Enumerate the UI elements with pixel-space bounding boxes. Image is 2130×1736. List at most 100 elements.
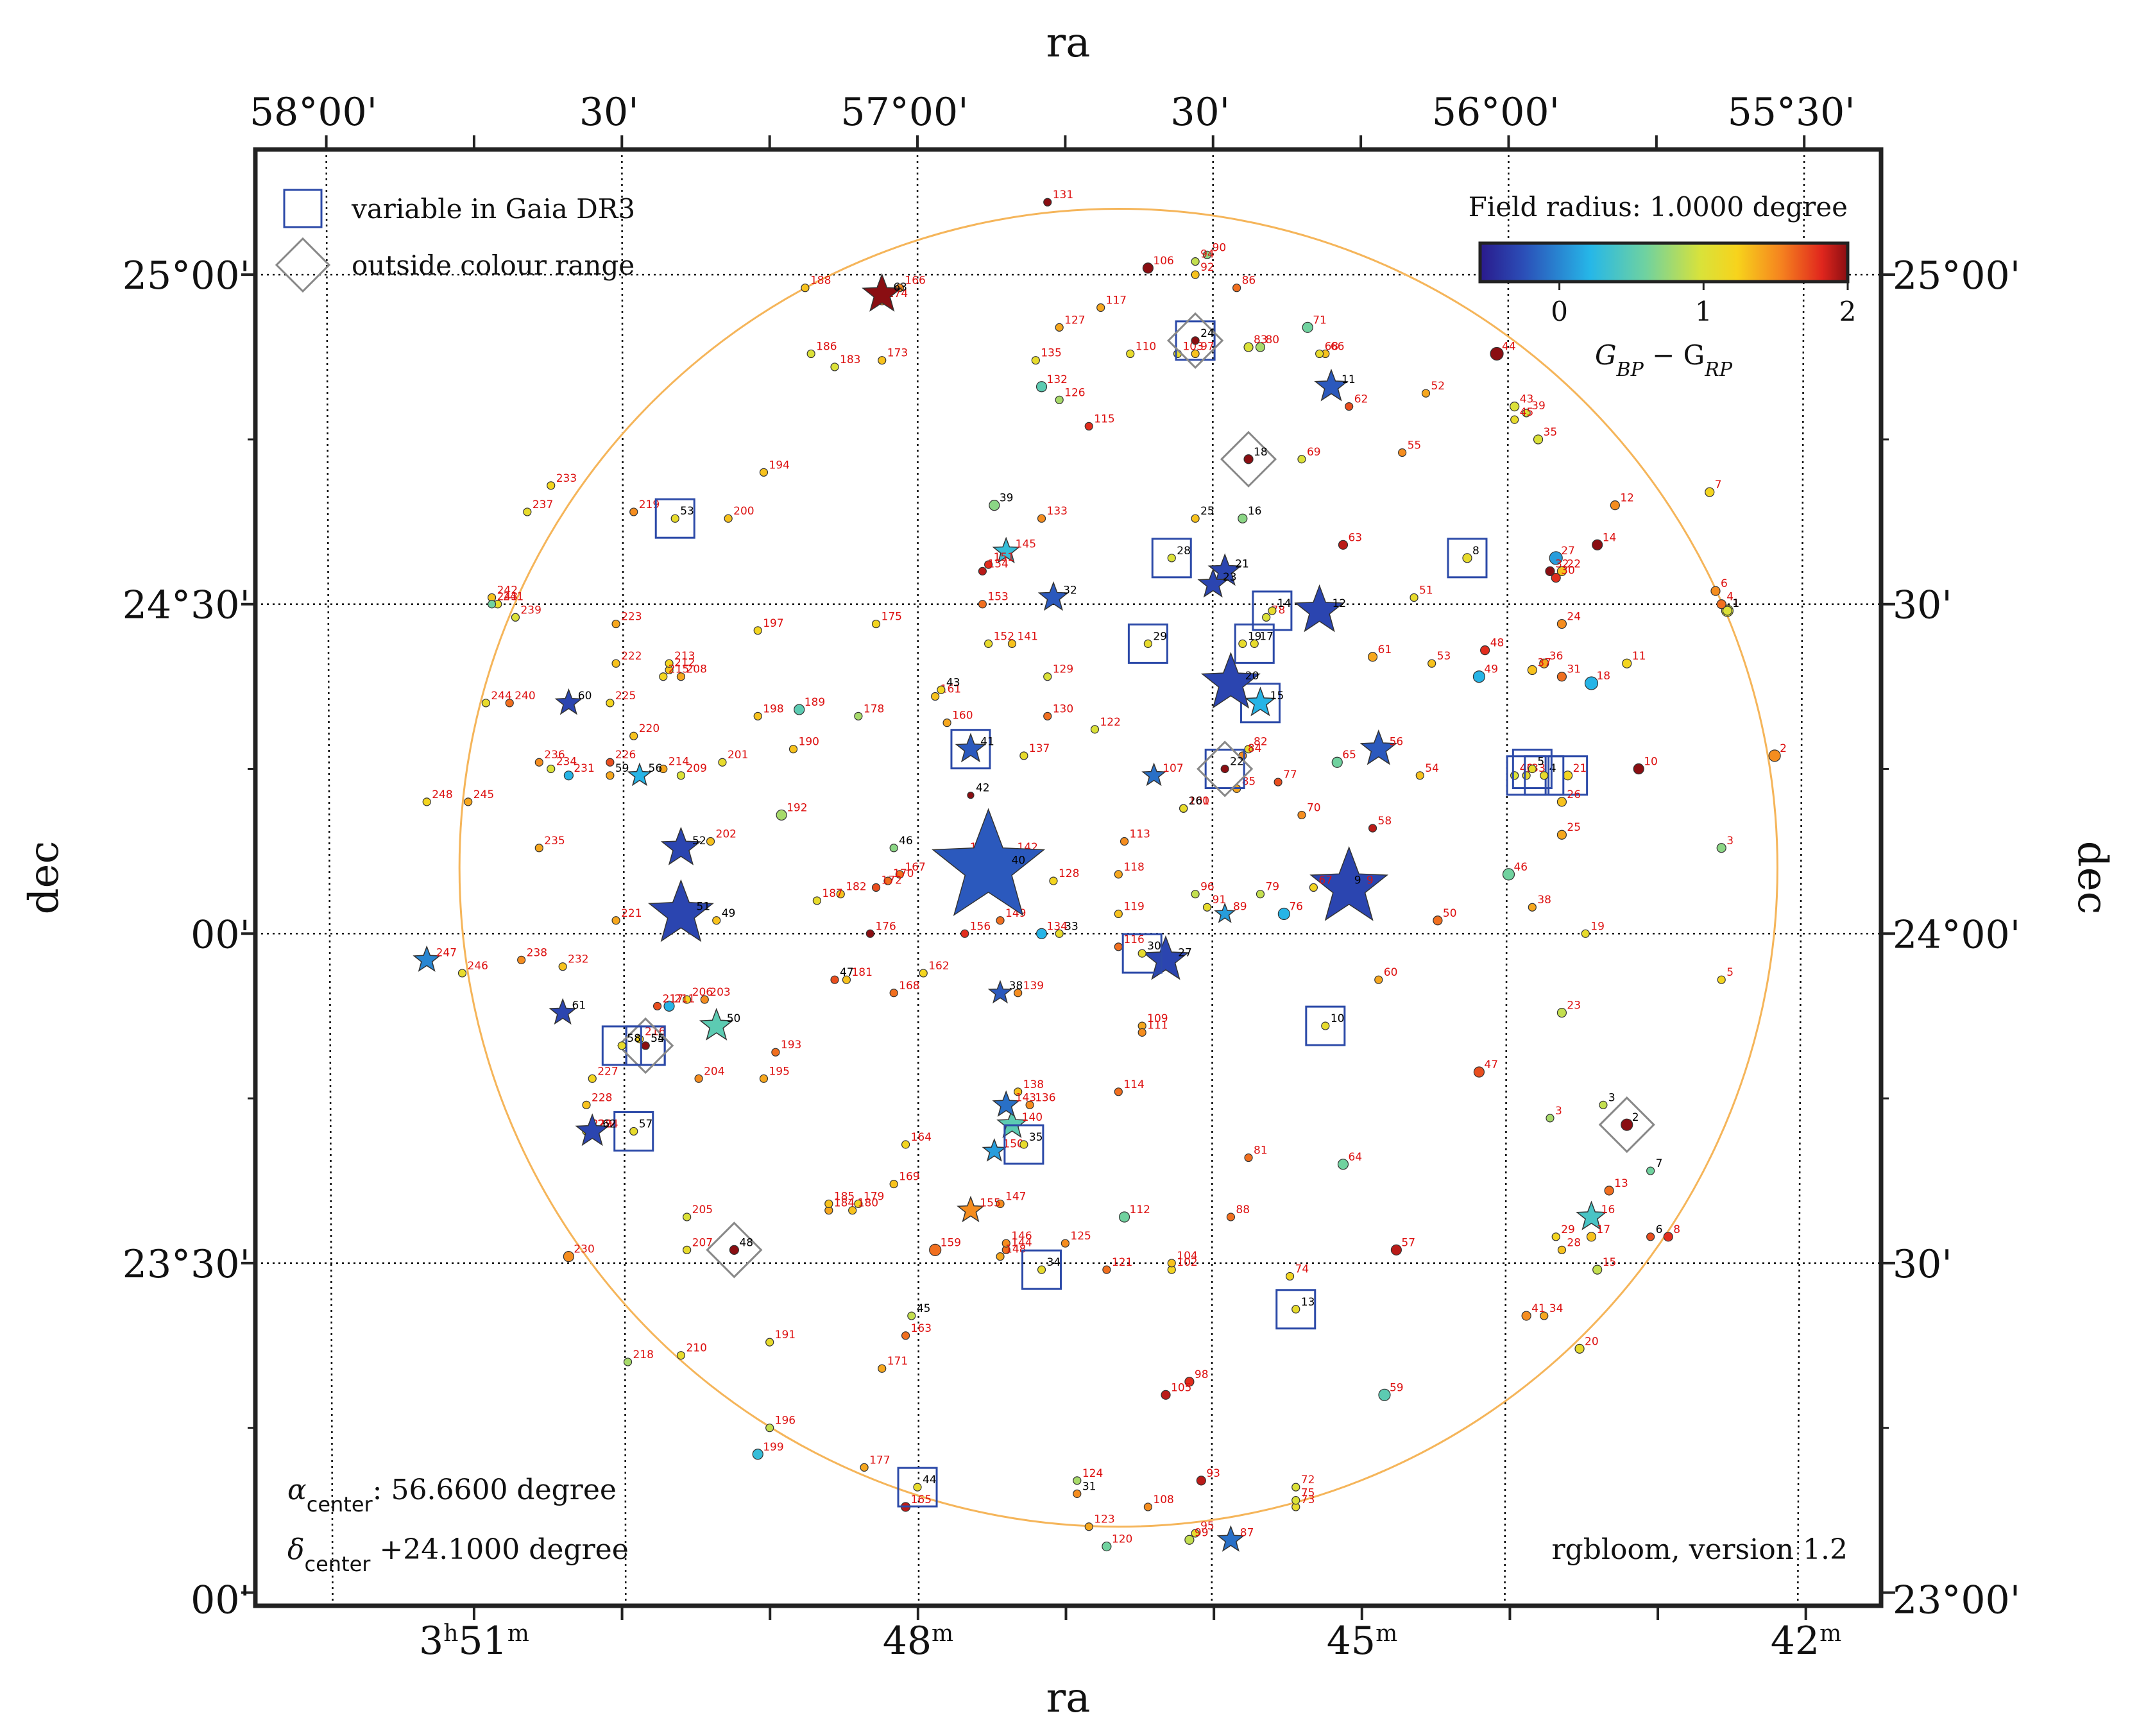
star-label: 119 [1123,900,1144,913]
variable-marker [625,1025,666,1066]
star-label: 57 [1401,1236,1415,1249]
star-label: 186 [816,340,837,353]
star-label: 126 [1064,386,1085,399]
star-label: 153 [987,591,1008,604]
star-label: 214 [669,756,689,769]
star-dot [753,711,762,720]
variable-marker [1234,623,1275,664]
star-dot [1143,1502,1152,1511]
star-dot [1035,381,1048,393]
colorbar-tick-label: 1 [1695,296,1712,327]
star-dot [967,792,975,799]
star-dot [878,356,887,365]
outside-range-marker [706,1221,763,1279]
star-label: 53 [1437,650,1451,663]
star-dot [683,1213,692,1221]
star-label: 208 [686,663,706,676]
star-marker [996,1108,1028,1138]
star-label: 22 [1230,756,1244,769]
star-dot [611,619,620,629]
star-label: 232 [568,953,588,966]
star-label: 199 [763,1441,783,1454]
star-dot [1367,652,1378,662]
star-label: 55 [1408,439,1422,452]
star-dot [830,975,839,984]
star-label: 73 [1301,1493,1315,1506]
variable-marker [1524,755,1565,796]
variable-marker [1447,538,1488,579]
star-dot [457,969,467,978]
star-label: 62 [1354,393,1368,406]
star-dot [937,685,946,694]
star-label: 200 [733,505,754,518]
star-label: 110 [1136,340,1156,353]
plot-frame [253,147,1884,1608]
star-marker [932,808,1046,916]
star-label: 81 [1254,1145,1268,1157]
star-dot [931,692,940,701]
star-markers: 1234567891011121314151617181920212223242… [413,189,1787,1552]
star-dot [801,284,810,293]
star-dot [617,1041,626,1050]
star-dot [1302,321,1313,333]
star-dot [558,962,567,971]
star-label: 60 [1384,966,1398,979]
star-dot [978,600,987,609]
star-label: 205 [692,1204,713,1216]
delta-center-text: δcenter +24.1000 degree [287,1533,629,1576]
star-dot [1043,198,1052,207]
star-label: 18 [1254,446,1268,459]
legend-variable-label: variable in Gaia DR3 [351,193,635,225]
star-label: 108 [1153,1493,1173,1506]
star-label: 47 [840,966,854,979]
star-dot [889,1180,898,1189]
star-dot [878,1364,887,1373]
star-label: 236 [544,749,565,762]
star-dot [1540,771,1549,780]
star-dot [759,1074,769,1083]
star-label: 2 [1780,742,1787,755]
star-dot [481,699,490,708]
star-dot [1031,356,1040,365]
star-label: 227 [597,1065,618,1078]
star-dot [1549,551,1563,565]
star-dot [996,916,1005,925]
star-label: 107 [1163,762,1183,775]
star-label: 12 [1620,492,1634,505]
star-label: 30 [1147,940,1161,953]
star-label: 111 [1147,1019,1168,1032]
star-label: 22 [1567,557,1581,570]
star-marker [413,945,441,972]
star-dot [1297,455,1306,464]
star-marker [987,980,1013,1004]
variable-marker [1547,755,1589,796]
star-label: 35 [1029,1131,1043,1144]
star-dot [759,468,769,477]
variable-marker [1204,749,1245,790]
star-marker [1200,652,1261,709]
star-label: 41 [980,736,994,749]
star-label: 21 [1573,762,1587,775]
variable-marker [654,498,695,539]
star-dot [663,1000,675,1012]
star-label: 4 [1549,762,1556,775]
star-label: 198 [763,702,783,715]
star-label: 165 [911,1493,932,1506]
star-label: 56 [1390,736,1404,749]
star-label: 173 [887,347,908,360]
star-label: 58 [1378,815,1392,828]
star-dot [883,876,892,885]
star-label: 210 [686,1342,706,1355]
star-marker [1141,762,1166,787]
star-label: 90 [1213,241,1227,254]
star-dot [629,731,638,740]
grid-line-ra [1211,149,1214,1606]
star-label: 143 [1016,1091,1036,1104]
star-dot [641,1041,650,1050]
star-dot [1338,540,1349,550]
star-marker [554,688,583,715]
colorbar-gradient [1478,241,1850,284]
star-label: 160 [952,710,973,722]
star-label: 146 [1011,1230,1032,1243]
variable-marker [1151,538,1192,579]
